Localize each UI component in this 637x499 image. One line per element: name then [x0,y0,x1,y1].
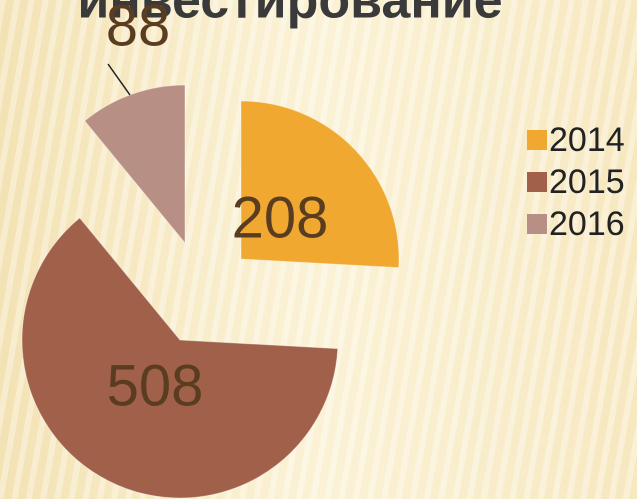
legend-label: 2016 [549,205,625,243]
legend-label: 2014 [549,121,625,159]
data-label: 88 [106,0,171,58]
pie-slice [240,100,400,269]
pie-slice [21,217,339,499]
legend-label: 2015 [549,163,625,201]
leader-line [107,63,131,96]
chart-title: инвестирование [77,0,502,30]
legend-swatch [527,172,547,192]
data-label: 508 [107,353,204,418]
legend-swatch [527,130,547,150]
data-label: 208 [232,185,329,250]
legend-swatch [527,214,547,234]
pie-slice [84,84,186,245]
